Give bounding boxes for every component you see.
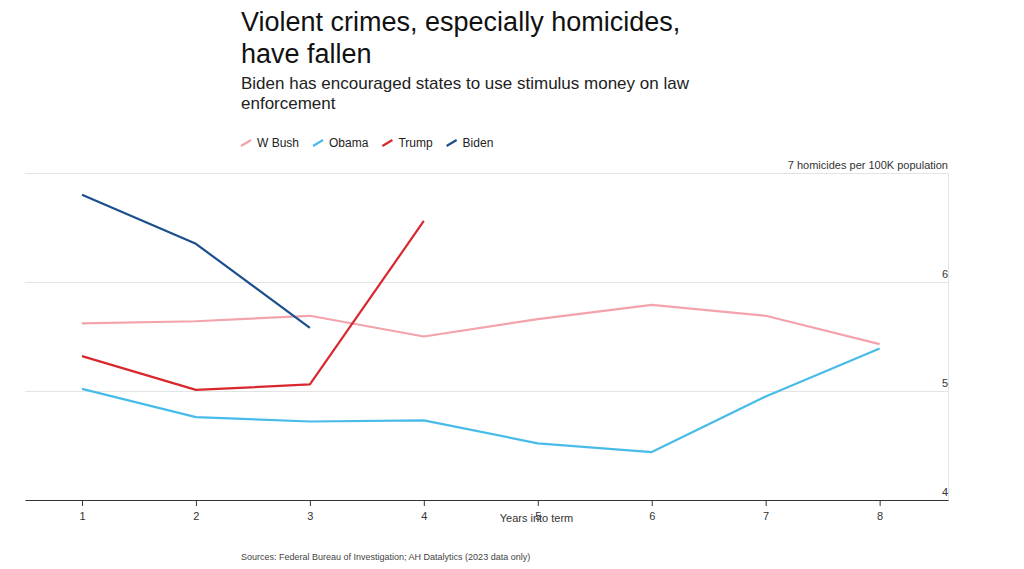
x-tick-label: 3 (307, 510, 313, 522)
legend-swatch (313, 140, 323, 146)
x-tick-mark (82, 500, 83, 506)
legend-item: W Bush (241, 136, 299, 150)
legend-swatch (447, 140, 457, 146)
x-tick-label: 6 (649, 510, 655, 522)
x-axis-line (26, 500, 949, 501)
y-axis: 4 5 6 7 homicides per 100K population (25, 159, 949, 501)
legend-label: Trump (398, 136, 433, 150)
x-tick: 7 (763, 500, 769, 522)
title: Violent crimes, especially homicides, ha… (241, 6, 716, 70)
x-tick: 6 (649, 500, 655, 522)
x-axis: 12345678 (26, 500, 949, 522)
y-grid-line (25, 500, 948, 501)
legend-label: W Bush (257, 136, 299, 150)
x-tick: 1 (79, 500, 85, 522)
x-tick-mark (880, 500, 881, 506)
y-grid-line (25, 173, 948, 174)
y-tick: 4 (25, 486, 948, 501)
plot-lines (82, 195, 880, 452)
x-tick-label: 4 (421, 510, 427, 522)
x-tick: 4 (421, 500, 427, 522)
subtitle: Biden has encouraged states to use stimu… (241, 74, 736, 114)
legend-label: Biden (463, 136, 494, 150)
y-tick-label: 5 (942, 377, 948, 389)
y-tick: 7 homicides per 100K population (25, 159, 948, 174)
x-tick: 3 (307, 500, 313, 522)
legend: W Bush Obama Trump Biden (241, 136, 493, 150)
x-tick-mark (652, 500, 653, 506)
x-tick-mark (310, 500, 311, 506)
y-grid-line (25, 391, 948, 392)
legend-item: Biden (447, 136, 494, 150)
y-tick-label: 6 (942, 268, 948, 280)
chart: 4 5 6 7 homicides per 100K population 1 2 3 4 5 6… (0, 0, 1024, 569)
x-tick: 2 (193, 500, 199, 522)
legend-item: Obama (313, 136, 369, 150)
x-axis-title: Years into term (500, 512, 574, 524)
legend-item: Trump (382, 136, 433, 150)
x-tick-label: 7 (763, 510, 769, 522)
y-axis-line (948, 174, 949, 501)
x-tick-mark (538, 500, 539, 506)
y-tick-label: 4 (942, 486, 948, 498)
source: Sources: Federal Bureau of Investigation… (241, 552, 530, 562)
x-tick: 8 (877, 500, 883, 522)
x-tick-label: 2 (193, 510, 199, 522)
series-line (82, 221, 424, 390)
legend-label: Obama (329, 136, 369, 150)
x-tick-mark (766, 500, 767, 506)
legend-swatch (241, 140, 251, 146)
y-grid-line (25, 282, 948, 283)
x-tick-label: 8 (877, 510, 883, 522)
page: {"chart_data": { "type": "line", "title"… (0, 0, 1024, 569)
x-tick-mark (424, 500, 425, 506)
x-tick-label: 1 (79, 510, 85, 522)
legend-swatch (382, 140, 392, 146)
y-tick: 6 (25, 268, 948, 283)
series-line (82, 195, 310, 328)
series-line (82, 305, 880, 344)
x-tick-mark (196, 500, 197, 506)
series-line (82, 348, 880, 452)
y-tick-label: 7 homicides per 100K population (788, 159, 948, 171)
